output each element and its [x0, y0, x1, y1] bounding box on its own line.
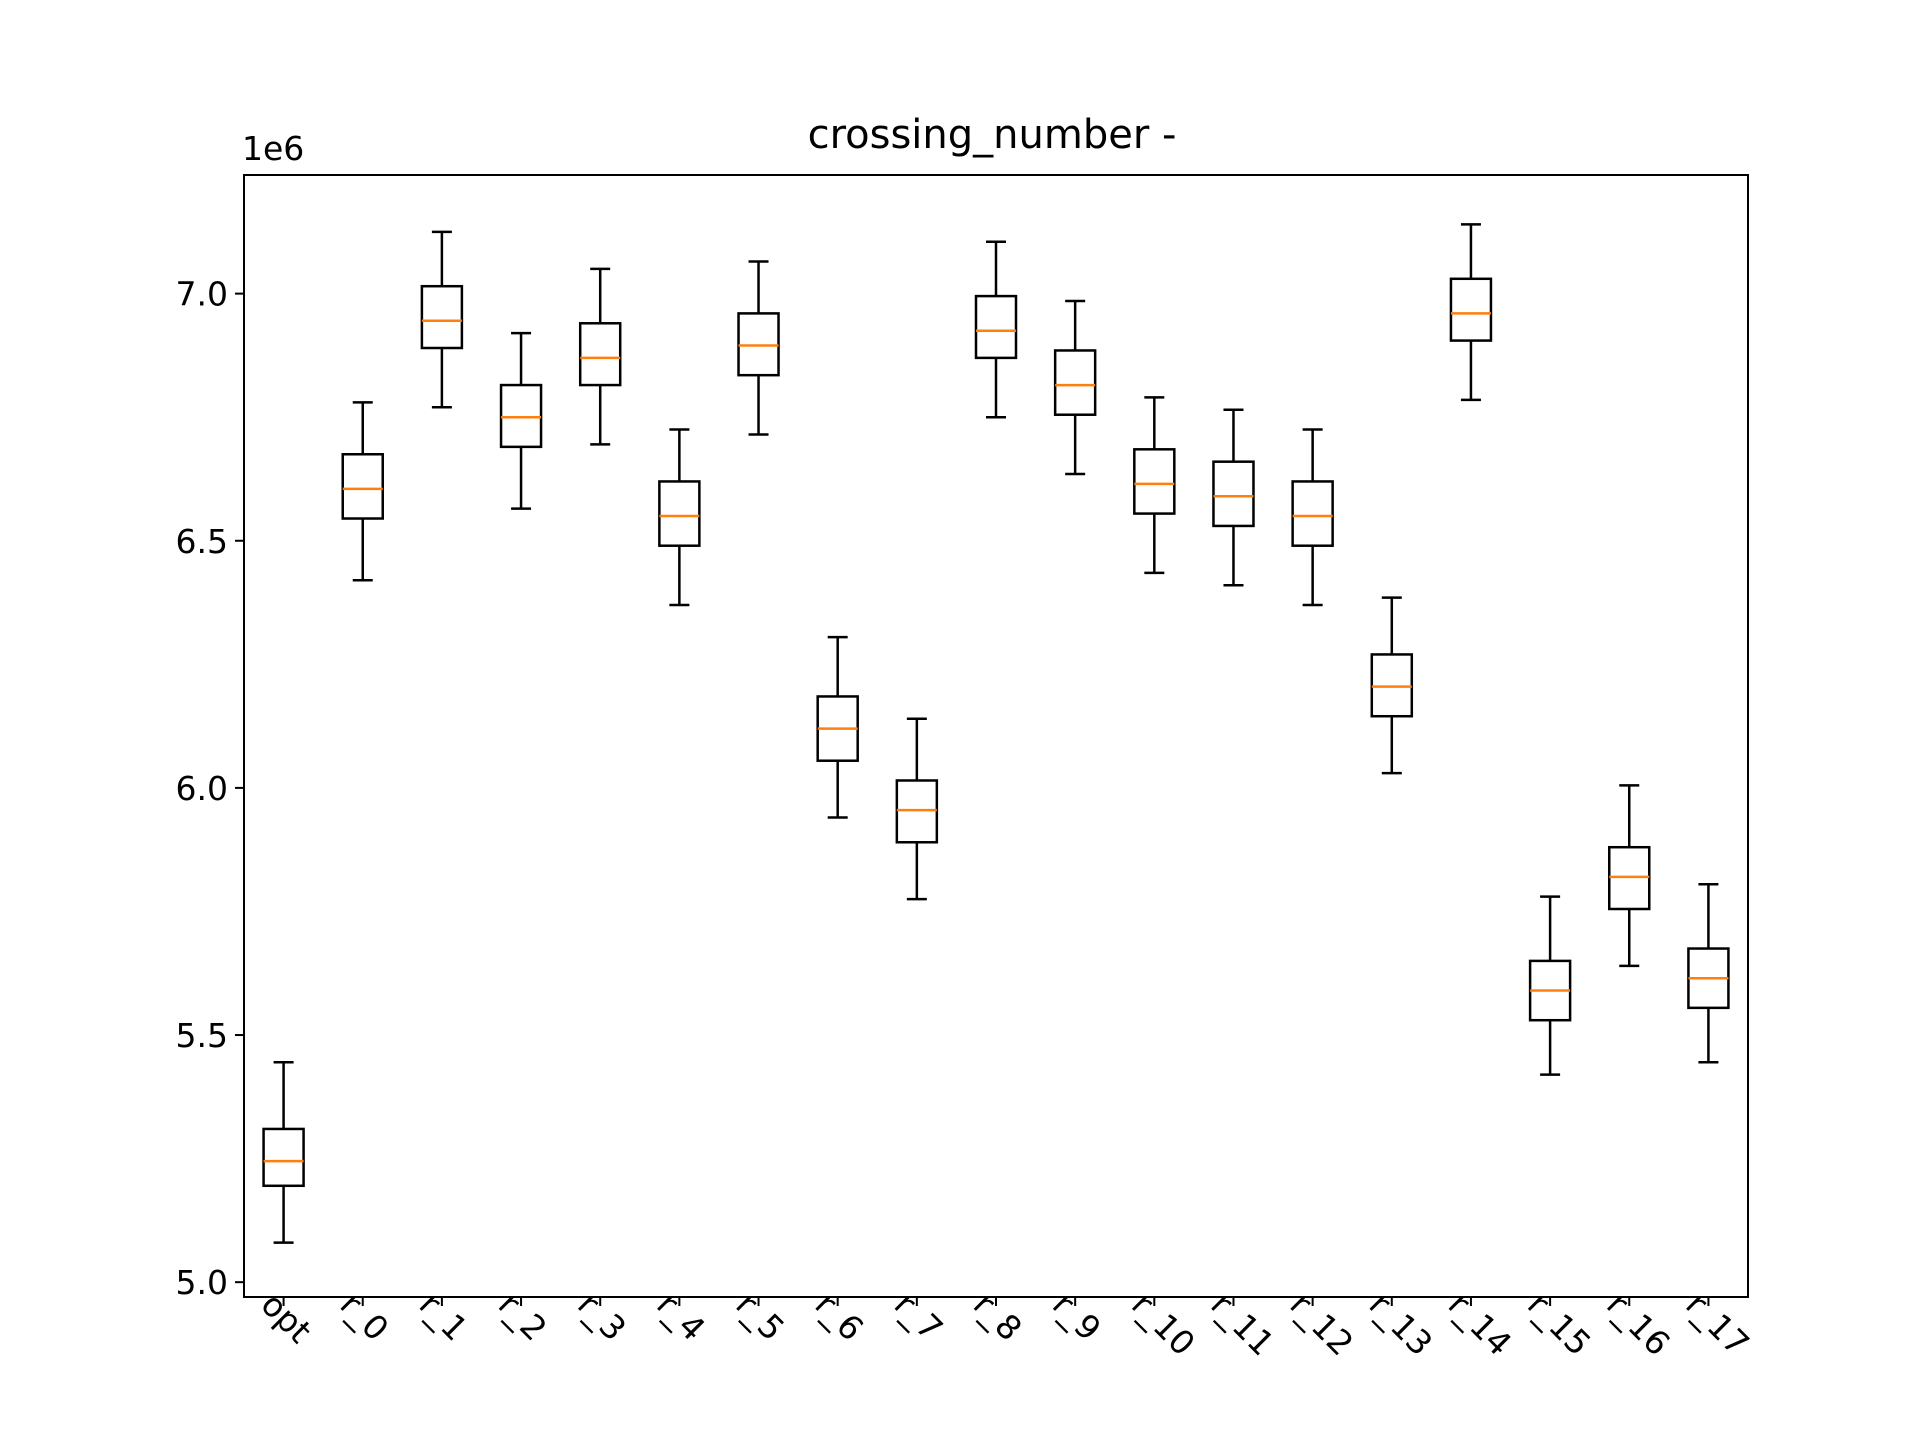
box-iqr [578, 322, 622, 387]
chart-title: crossing_number - [808, 112, 1177, 158]
box-r-15 [1528, 895, 1572, 1076]
box-r-5 [737, 260, 780, 436]
x-tick-label: r_5 [728, 1285, 792, 1349]
box-iqr [1053, 349, 1097, 416]
x-tick-label: opt [254, 1285, 320, 1351]
box-r-6 [816, 635, 859, 819]
x-tick-label: r_1 [412, 1285, 476, 1349]
x-tick-label: r_0 [333, 1285, 397, 1349]
y-tick-label: 5.0 [176, 1263, 228, 1302]
x-tick-label: r_4 [649, 1285, 713, 1349]
box-r-11 [1212, 408, 1255, 587]
x-tick-label: r_7 [887, 1285, 951, 1349]
box-iqr [262, 1127, 305, 1188]
x-tick-label: r_2 [491, 1285, 555, 1349]
x-tick-label: r_8 [966, 1285, 1030, 1349]
box-r-17 [1687, 883, 1730, 1064]
box-iqr [341, 453, 384, 520]
x-tick-label: r_3 [570, 1285, 634, 1349]
box-r-2 [499, 331, 543, 510]
box-r-0 [341, 401, 384, 582]
box-r-14 [1449, 223, 1493, 402]
box-r-10 [1133, 396, 1176, 575]
box-r-7 [895, 717, 939, 901]
plot-frame [243, 174, 1749, 1298]
box-iqr [1133, 448, 1176, 515]
x-tick-label: r_9 [1045, 1285, 1109, 1349]
box-r-4 [658, 428, 701, 607]
box-iqr [658, 480, 701, 547]
box-r-13 [1370, 596, 1414, 775]
box-r-12 [1291, 428, 1334, 607]
box-r-1 [420, 230, 464, 409]
box-iqr [1291, 480, 1334, 547]
box-iqr [974, 294, 1018, 360]
box-r-16 [1608, 784, 1651, 968]
box-iqr [1212, 460, 1255, 528]
box-r-9 [1053, 299, 1097, 476]
y-tick-label: 6.5 [176, 522, 228, 561]
y-tick-label: 7.0 [176, 275, 228, 314]
y-axis-offset-label: 1e6 [242, 129, 304, 168]
box-r-8 [974, 240, 1018, 419]
box-opt [262, 1060, 305, 1244]
y-tick-label: 6.0 [176, 769, 228, 808]
box-iqr [1449, 277, 1493, 342]
box-r-3 [578, 267, 622, 446]
x-tick-label: r_6 [808, 1285, 872, 1349]
y-tick-label: 5.5 [176, 1016, 228, 1055]
box-iqr [420, 284, 464, 350]
